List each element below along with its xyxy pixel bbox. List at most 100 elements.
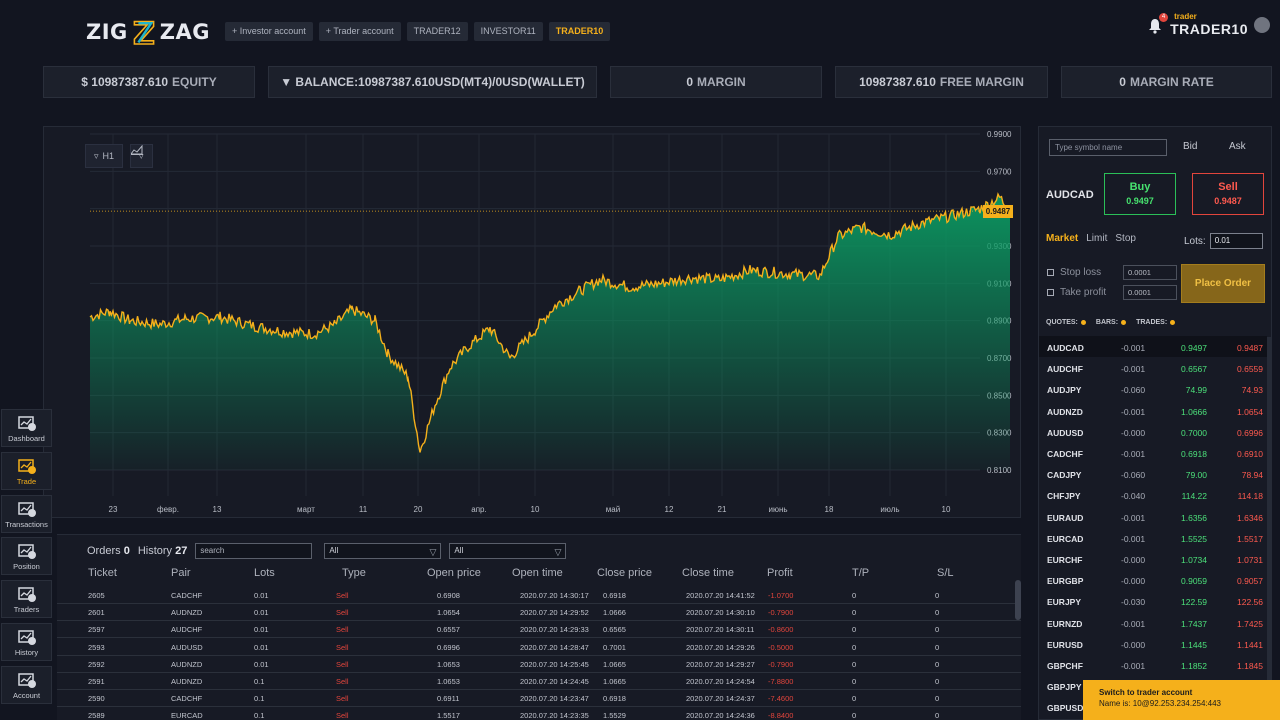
place-order-button[interactable]: Place Order — [1181, 264, 1265, 303]
column-header[interactable]: Ticket — [88, 567, 117, 579]
quote-row[interactable]: AUDUSD -0.000 0.7000 0.6996 — [1039, 421, 1267, 442]
quote-row[interactable]: GBPJPY — [1039, 675, 1267, 696]
switch-account-toast[interactable]: Switch to trader account Name is: 10@92.… — [1083, 680, 1280, 720]
table-cell: CADCHF — [171, 591, 203, 600]
quote-symbol: AUDCAD — [1047, 343, 1084, 353]
tab-stop[interactable]: Stop — [1115, 233, 1136, 244]
table-cell: Sell — [336, 677, 349, 686]
stop-loss-row: Stop loss 0.0001 — [1047, 265, 1177, 280]
take-profit-input[interactable]: 0.0001 — [1123, 285, 1177, 300]
quote-row[interactable]: EURUSD -0.000 1.1445 1.1441 — [1039, 633, 1267, 654]
table-row[interactable]: 2590 CADCHF 0.1 Sell 0.6911 2020.07.20 14:23:… — [57, 690, 1021, 708]
quotes-scrollbar[interactable] — [1267, 337, 1271, 719]
column-header[interactable]: Pair — [171, 567, 191, 579]
account-tab-trader12[interactable]: TRADER12 — [406, 22, 468, 41]
table-cell: AUDCHF — [171, 625, 203, 635]
quote-row[interactable]: GBPCHF -0.001 1.1852 1.1845 — [1039, 654, 1267, 675]
chart-type-selector[interactable]: ▿ — [130, 144, 153, 168]
sidebar-item-account[interactable]: Account — [1, 666, 52, 704]
sidebar-item-trade[interactable]: Trade — [1, 452, 52, 490]
table-row[interactable]: 2597 AUDCHF 0.01 Sell 0.6557 2020.07.20 14:29… — [57, 621, 1021, 639]
tab-history[interactable]: History 27 — [137, 545, 188, 557]
chevron-down-icon: ▽ — [554, 547, 562, 557]
logo[interactable]: ZIG ZAG — [86, 14, 210, 50]
y-tick-label: 0.9700 — [987, 167, 1012, 176]
quote-change: -0.001 — [1121, 618, 1146, 629]
timeframe-selector[interactable]: ▿ H1 — [85, 144, 124, 168]
balance-stat[interactable]: ▼ BALANCE:10987387.610USD(MT4)/0USD(WALL… — [268, 66, 597, 98]
stop-loss-checkbox[interactable] — [1047, 269, 1054, 276]
column-header[interactable]: T/P — [852, 567, 870, 579]
add-investor-account-button[interactable]: + Investor account — [225, 22, 313, 41]
history-search-input[interactable]: search — [195, 543, 313, 559]
column-header[interactable]: Profit — [767, 567, 793, 579]
price-chart[interactable]: 0.99000.97000.95000.93000.91000.89000.87… — [43, 126, 1021, 518]
tab-limit[interactable]: Limit — [1086, 233, 1108, 244]
table-cell: Sell — [336, 625, 349, 635]
history-filter-select-1[interactable]: All ▽ — [324, 543, 442, 559]
avatar[interactable] — [1254, 16, 1270, 33]
area-chart-icon — [131, 145, 143, 155]
table-row[interactable]: 2601 AUDNZD 0.01 Sell 1.0654 2020.07.20 14:29… — [57, 604, 1021, 622]
take-profit-checkbox[interactable] — [1047, 289, 1054, 296]
sidebar-item-dashboard[interactable]: Dashboard — [1, 409, 52, 447]
sidebar-item-history[interactable]: History — [1, 623, 52, 661]
table-cell: Sell — [336, 591, 349, 600]
sidebar-item-transactions[interactable]: Transactions — [1, 495, 52, 533]
tab-trades[interactable]: TRADES: — [1136, 319, 1176, 326]
column-header[interactable]: Close time — [682, 567, 734, 579]
buy-button[interactable]: Buy 0.9497 — [1104, 173, 1176, 215]
table-row[interactable]: 2591 AUDNZD 0.1 Sell 1.0653 2020.07.20 14:24:… — [57, 673, 1021, 690]
quote-row[interactable]: EURCHF -0.000 1.0734 1.0731 — [1039, 548, 1267, 569]
quote-symbol: GBPJPY — [1047, 682, 1082, 693]
history-scrollbar[interactable] — [1015, 580, 1021, 620]
tab-market[interactable]: Market — [1046, 233, 1079, 244]
quote-row[interactable]: CHFJPY -0.040 114.22 114.18 — [1039, 484, 1267, 505]
price-chart-canvas[interactable]: 0.99000.97000.95000.93000.91000.89000.87… — [44, 127, 1021, 518]
tab-bars[interactable]: BARS: — [1096, 319, 1127, 326]
quote-row[interactable]: CADCHF -0.001 0.6918 0.6910 — [1039, 442, 1267, 463]
quote-row[interactable]: EURJPY -0.030 122.59 122.56 — [1039, 590, 1267, 611]
column-header[interactable]: Open time — [512, 567, 563, 579]
account-tab-trader10[interactable]: TRADER10 — [548, 22, 611, 41]
account-tabs: + Investor account + Trader account TRAD… — [225, 22, 611, 41]
quote-row[interactable]: AUDCHF -0.001 0.6567 0.6559 — [1039, 357, 1267, 378]
quote-bid: 1.0666 — [1181, 406, 1207, 417]
quote-row[interactable]: CADJPY -0.060 79.00 78.94 — [1039, 463, 1267, 484]
tab-orders[interactable]: Orders 0 — [87, 545, 130, 557]
quote-row[interactable]: GBPUSD — [1039, 696, 1267, 717]
table-row[interactable]: 2605 CADCHF 0.01 Sell 0.6908 2020.07.20 14:30… — [57, 587, 1021, 604]
quote-ask: 74.93 — [1241, 385, 1263, 396]
account-tab-investor11[interactable]: INVESTOR11 — [473, 22, 543, 41]
quote-row[interactable]: EURAUD -0.001 1.6356 1.6346 — [1039, 506, 1267, 527]
quote-row[interactable]: AUDNZD -0.001 1.0666 1.0654 — [1039, 400, 1267, 421]
quote-row[interactable]: EURCAD -0.001 1.5525 1.5517 — [1039, 527, 1267, 548]
table-cell: 2020.07.20 14:29:33 — [520, 625, 589, 635]
sell-button[interactable]: Sell 0.9487 — [1192, 173, 1264, 215]
column-header[interactable]: Open price — [427, 567, 481, 579]
table-cell: AUDNZD — [171, 608, 203, 618]
sidebar-item-position[interactable]: Position — [1, 537, 52, 575]
column-header[interactable]: Lots — [254, 567, 275, 579]
tab-quotes[interactable]: QUOTES: — [1046, 319, 1086, 326]
quote-row[interactable]: AUDJPY -0.060 74.99 74.93 — [1039, 378, 1267, 399]
quote-change: -0.060 — [1121, 385, 1146, 396]
column-header[interactable]: S/L — [937, 567, 954, 579]
sidebar-item-traders[interactable]: Traders — [1, 580, 52, 618]
table-row[interactable]: 2592 AUDNZD 0.01 Sell 1.0653 2020.07.20 14:25… — [57, 656, 1021, 673]
quote-row[interactable]: EURNZD -0.001 1.7437 1.7425 — [1039, 612, 1267, 633]
symbol-search-input[interactable]: Type symbol name — [1049, 139, 1167, 156]
add-trader-account-button[interactable]: + Trader account — [318, 22, 401, 41]
table-row[interactable]: 2593 AUDUSD 0.01 Sell 0.6996 2020.07.20 14:28… — [57, 639, 1021, 656]
quote-bid: 74.99 — [1185, 385, 1207, 396]
column-header[interactable]: Type — [342, 567, 366, 579]
quote-row[interactable]: EURGBP -0.000 0.9059 0.9057 — [1039, 569, 1267, 590]
quote-row[interactable]: AUDCAD -0.001 0.9497 0.9487 — [1039, 336, 1267, 357]
history-filter-select-2[interactable]: All ▽ — [449, 543, 567, 559]
table-row[interactable]: 2589 EURCAD 0.1 Sell 1.5517 2020.07.20 14:23:… — [57, 707, 1021, 720]
user-menu[interactable]: 4 trader TRADER10 — [1148, 12, 1270, 37]
notification-bell-icon[interactable]: 4 — [1148, 12, 1169, 34]
column-header[interactable]: Close price — [597, 567, 653, 579]
stop-loss-input[interactable]: 0.0001 — [1123, 265, 1177, 280]
lots-input[interactable]: 0.01 — [1209, 233, 1263, 249]
